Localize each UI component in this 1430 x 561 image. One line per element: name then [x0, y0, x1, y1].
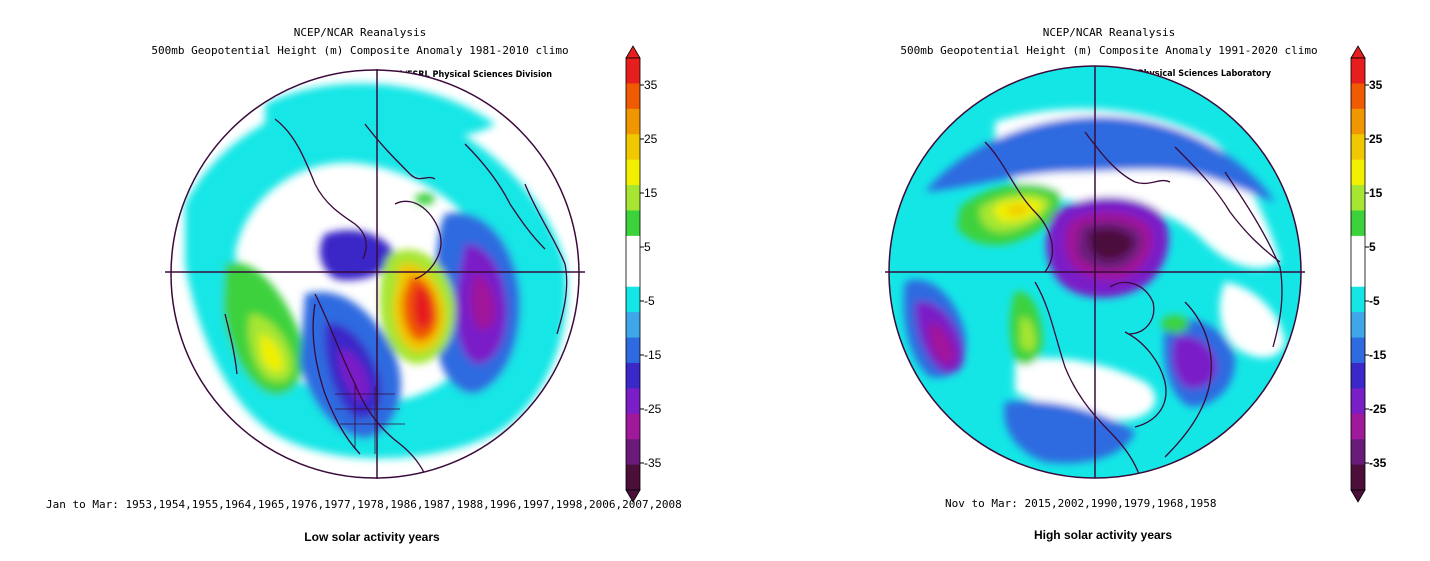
- left-colorbar-tick-label: 35: [644, 78, 658, 92]
- left-colorbar-swatch: [626, 337, 640, 364]
- right-caption: High solar activity years: [1033, 528, 1173, 542]
- right-coastlines: [984, 131, 1283, 478]
- left-colorbar-swatch: [626, 312, 640, 339]
- left-colorbar-tick-label: -15: [644, 348, 662, 362]
- right-colorbar-cap-top: [1350, 45, 1366, 59]
- right-footer: Nov to Mar: 2015,2002,1990,1979,1968,195…: [945, 497, 1217, 510]
- right-colorbar-cap-bottom: [1350, 489, 1366, 503]
- right-colorbar-swatch: [1351, 337, 1365, 364]
- right-subtitle: 500mb Geopotential Height (m) Composite …: [900, 44, 1318, 57]
- left-region-atlantic-deep: [471, 274, 495, 330]
- right-colorbar-tick-label: -15: [1369, 348, 1387, 362]
- left-colorbar-swatch: [626, 464, 640, 491]
- left-colorbar-tick-label: 5: [644, 240, 651, 254]
- right-region-pacific-core: [929, 322, 955, 365]
- left-region-na-deep: [339, 349, 370, 401]
- left-colorbar-tick-label: 25: [644, 132, 658, 146]
- left-subtitle: 500mb Geopotential Height (m) Composite …: [151, 44, 569, 57]
- right-colorbar-tick-label: -35: [1369, 456, 1387, 470]
- right-colorbar-tick-label: 35: [1369, 78, 1383, 92]
- left-footer: Jan to Mar: 1953,1954,1955,1964,1965,197…: [46, 498, 682, 511]
- left-colorbar-swatch: [626, 439, 640, 466]
- left-coastlines: [224, 118, 568, 478]
- right-region-polar-core: [1089, 228, 1133, 260]
- left-colorbar-swatch: [626, 58, 640, 84]
- right-colorbar-swatch: [1351, 83, 1365, 110]
- left-caption: Low solar activity years: [304, 530, 440, 544]
- right-colorbar-swatch: [1351, 58, 1365, 84]
- right-colorbar-swatch: [1351, 388, 1365, 415]
- left-colorbar-swatch: [626, 159, 640, 186]
- left-colorbar-swatch: [626, 134, 640, 161]
- left-colorbar-tick-label: -35: [644, 456, 662, 470]
- left-colorbar-swatch: [626, 235, 640, 262]
- left-colorbar-swatch: [626, 108, 640, 135]
- left-region-siberia-negative: [319, 230, 395, 281]
- right-colorbar-tick-label: 25: [1369, 132, 1383, 146]
- left-colorbar-cap-top: [625, 45, 641, 59]
- left-colorbar-swatch: [626, 413, 640, 440]
- right-colorbar-swatch: [1351, 413, 1365, 440]
- left-colorbar-swatch: [626, 362, 640, 389]
- left-region-cyan-top: [265, 83, 495, 142]
- right-colorbar-swatch: [1351, 439, 1365, 466]
- right-region-alaska-peak: [1007, 205, 1030, 216]
- right-region-na-green-inner: [1020, 316, 1036, 352]
- right-colorbar-tick-label: -5: [1369, 294, 1380, 308]
- right-colorbar-tick-label: 15: [1369, 186, 1383, 200]
- right-title: NCEP/NCAR Reanalysis: [1042, 26, 1176, 39]
- left-colorbar-cap-bottom: [625, 489, 641, 503]
- right-region-blue-south: [1004, 401, 1135, 464]
- right-credit: NOAA Physical Sciences Laboratory: [1109, 69, 1272, 79]
- right-region-atlantic-green: [1161, 315, 1189, 333]
- left-colorbar-tick-label: -5: [644, 294, 655, 308]
- left-title: NCEP/NCAR Reanalysis: [293, 26, 427, 39]
- left-region-small-green: [415, 193, 435, 205]
- right-colorbar-swatch: [1351, 312, 1365, 339]
- left-us-states: [335, 384, 405, 454]
- right-colorbar-swatch: [1351, 134, 1365, 161]
- left-colorbar-tick-label: 15: [644, 186, 658, 200]
- right-polar-map: [885, 65, 1305, 479]
- left-region-pacific-core: [260, 334, 284, 372]
- left-region-greenland-core: [412, 286, 433, 330]
- right-colorbar-tick-label: 5: [1369, 240, 1376, 254]
- right-colorbar-swatch: [1351, 235, 1365, 262]
- right-region-eurasia-negative: [1172, 336, 1217, 389]
- right-colorbar-swatch: [1351, 159, 1365, 186]
- left-polar-map: [165, 69, 585, 479]
- right-colorbar-swatch: [1351, 108, 1365, 135]
- right-region-blue-north: [925, 116, 1275, 202]
- left-colorbar-swatch: [626, 388, 640, 415]
- left-colorbar: 35 25 15 5 -5 -15 -25 -35: [625, 45, 662, 503]
- left-colorbar-swatch: [626, 185, 640, 211]
- right-panel: NCEP/NCAR Reanalysis 500mb Geopotential …: [715, 0, 1430, 561]
- left-credit: NOAA/ESRL Physical Sciences Division: [378, 70, 553, 80]
- left-colorbar-swatch: [626, 83, 640, 110]
- right-colorbar-swatch: [1351, 286, 1365, 313]
- right-colorbar-swatch: [1351, 362, 1365, 389]
- right-colorbar-swatch: [1351, 185, 1365, 211]
- left-colorbar-swatch: [626, 210, 640, 237]
- left-panel: NCEP/NCAR Reanalysis 500mb Geopotential …: [46, 26, 682, 544]
- right-colorbar-swatch: [1351, 210, 1365, 237]
- right-colorbar: 35 25 15 5 -5 -15 -25 -35: [1350, 45, 1387, 503]
- right-colorbar-swatch: [1351, 464, 1365, 491]
- right-region-white-east: [1219, 282, 1285, 358]
- left-colorbar-tick-label: -25: [644, 402, 662, 416]
- left-colorbar-swatch: [626, 286, 640, 313]
- right-colorbar-tick-label: -25: [1369, 402, 1387, 416]
- right-colorbar-swatch: [1351, 261, 1365, 288]
- left-colorbar-swatch: [626, 261, 640, 288]
